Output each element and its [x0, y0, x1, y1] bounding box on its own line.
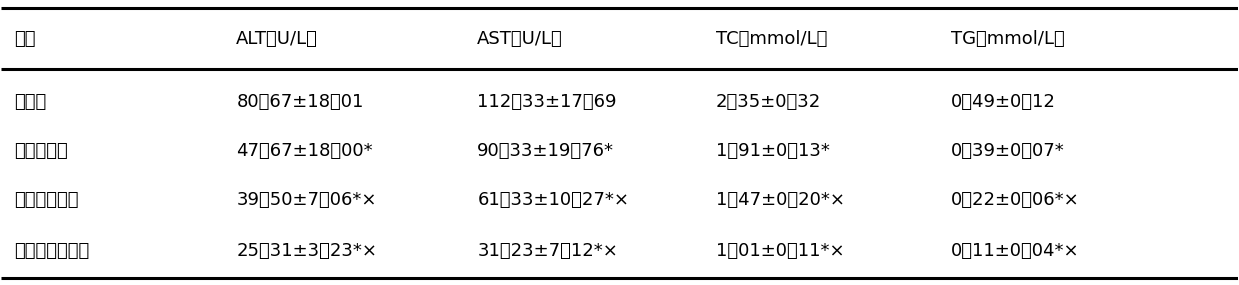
Text: 80．67±18．01: 80．67±18．01	[237, 93, 363, 111]
Text: 112．33±17．69: 112．33±17．69	[477, 93, 617, 111]
Text: 1．47±0．20*×: 1．47±0．20*×	[716, 191, 845, 209]
Text: 0．49±0．12: 0．49±0．12	[950, 93, 1056, 111]
Text: 31．23±7．12*×: 31．23±7．12*×	[477, 242, 618, 260]
Text: 47．67±18．00*: 47．67±18．00*	[237, 142, 373, 160]
Text: 90．33±19．76*: 90．33±19．76*	[477, 142, 615, 160]
Text: 61．33±10．27*×: 61．33±10．27*×	[477, 191, 629, 209]
Text: 0．11±0．04*×: 0．11±0．04*×	[950, 242, 1079, 260]
Text: 组别: 组别	[14, 30, 35, 48]
Text: TC（mmol/L）: TC（mmol/L）	[716, 30, 828, 48]
Text: 阳性对照组: 阳性对照组	[14, 142, 67, 160]
Text: 2．35±0．32: 2．35±0．32	[716, 93, 821, 111]
Text: 0．22±0．06*×: 0．22±0．06*×	[950, 191, 1079, 209]
Text: 25．31±3．23*×: 25．31±3．23*×	[237, 242, 377, 260]
Text: 39．50±7．06*×: 39．50±7．06*×	[237, 191, 377, 209]
Text: 对照组合物组: 对照组合物组	[14, 191, 78, 209]
Text: 0．39±0．07*: 0．39±0．07*	[950, 142, 1064, 160]
Text: 1．01±0．11*×: 1．01±0．11*×	[716, 242, 845, 260]
Text: AST（U/L）: AST（U/L）	[477, 30, 563, 48]
Text: ALT（U/L）: ALT（U/L）	[237, 30, 318, 48]
Text: 模型组: 模型组	[14, 93, 46, 111]
Text: TG（mmol/L）: TG（mmol/L）	[950, 30, 1064, 48]
Text: 1．91±0．13*: 1．91±0．13*	[716, 142, 830, 160]
Text: 本发明组合物组: 本发明组合物组	[14, 242, 89, 260]
